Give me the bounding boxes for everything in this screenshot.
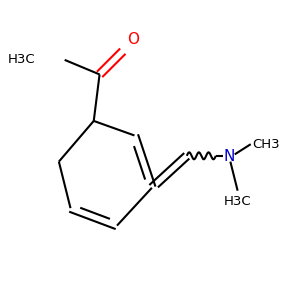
Text: H3C: H3C xyxy=(224,195,251,208)
Text: H3C: H3C xyxy=(8,53,36,66)
Text: O: O xyxy=(127,32,139,47)
Text: CH3: CH3 xyxy=(252,138,280,151)
Text: N: N xyxy=(223,149,235,164)
